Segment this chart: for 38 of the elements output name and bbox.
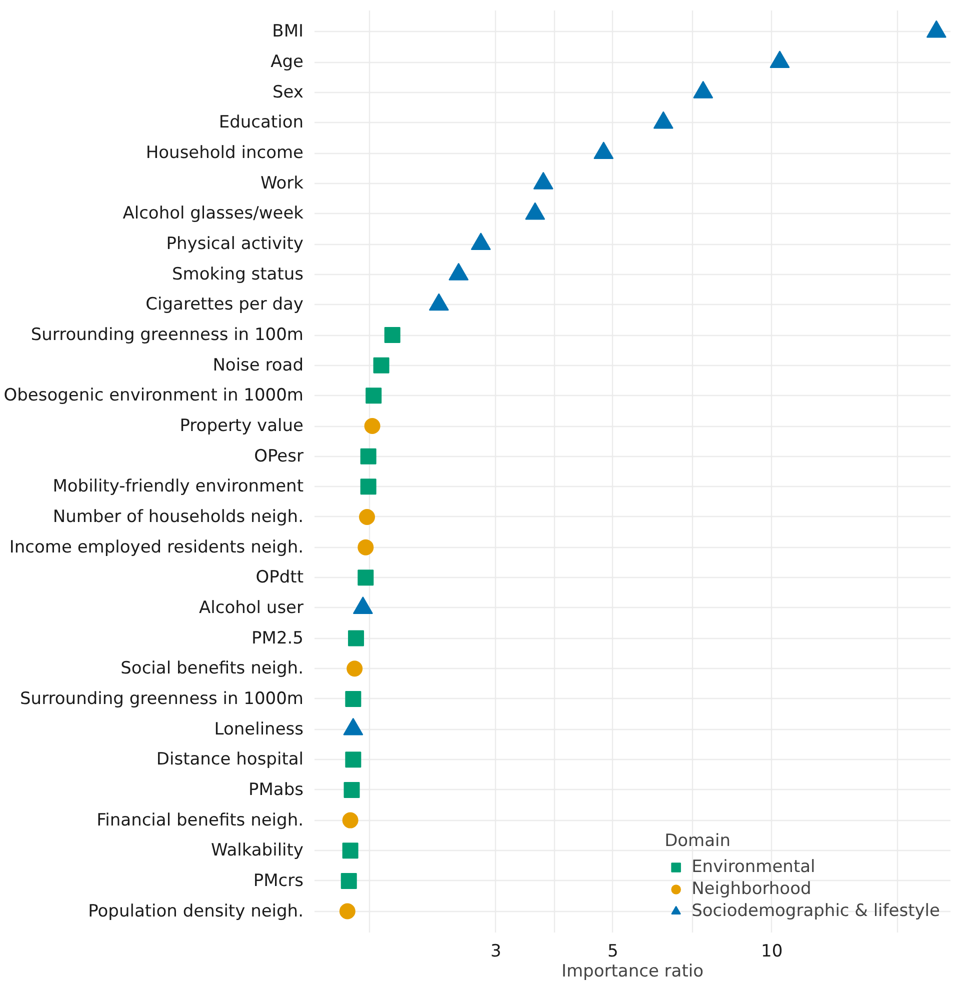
y-tick-label: Alcohol glasses/week bbox=[122, 204, 304, 224]
y-tick-label: PM2.5 bbox=[252, 628, 304, 648]
y-tick-label: Sex bbox=[272, 82, 304, 102]
y-tick-label: Noise road bbox=[212, 355, 304, 376]
y-tick-label: Mobility-friendly environment bbox=[52, 476, 304, 497]
legend-title: Domain bbox=[664, 831, 732, 851]
y-tick-label: Work bbox=[260, 173, 304, 194]
y-tick-label: OPdtt bbox=[256, 568, 304, 588]
x-tick-label: 10 bbox=[761, 942, 783, 962]
y-tick-label: Income employed residents neigh. bbox=[9, 537, 304, 558]
legend-label: Sociodemographic & lifestyle bbox=[692, 900, 940, 922]
y-tick-label: PMcrs bbox=[253, 870, 304, 891]
y-tick-label: Distance hospital bbox=[156, 750, 304, 770]
y-tick-label: Education bbox=[218, 112, 304, 133]
y-tick-label: Surrounding greenness in 100m bbox=[30, 325, 304, 346]
y-tick-label: Property value bbox=[180, 416, 304, 436]
y-tick-label: Cigarettes per day bbox=[146, 294, 304, 315]
y-tick-label: Walkability bbox=[210, 840, 304, 861]
y-tick-label: Loneliness bbox=[214, 719, 304, 740]
y-tick-label: Obesogenic environment in 1000m bbox=[4, 386, 304, 406]
y-tick-label: Smoking status bbox=[172, 264, 304, 284]
y-tick-label: Alcohol user bbox=[199, 598, 304, 618]
y-tick-label: Surrounding greenness in 1000m bbox=[20, 688, 304, 709]
y-tick-label: Social benefits neigh. bbox=[120, 658, 304, 679]
x-tick-label: 3 bbox=[490, 942, 502, 962]
y-tick-label: BMI bbox=[272, 22, 304, 42]
y-tick-label: Age bbox=[270, 52, 304, 72]
y-tick-label: PMabs bbox=[248, 780, 304, 800]
y-tick-label: Population density neigh. bbox=[88, 901, 304, 922]
legend-label: Neighborhood bbox=[692, 878, 812, 900]
y-tick-label: Household income bbox=[146, 143, 304, 164]
x-axis-title: Importance ratio bbox=[561, 962, 704, 982]
legend-label: Environmental bbox=[692, 856, 816, 878]
x-tick-label: 5 bbox=[608, 942, 618, 962]
y-tick-label: Physical activity bbox=[166, 234, 304, 254]
y-tick-label: Number of households neigh. bbox=[52, 506, 304, 527]
y-tick-label: Financial benefits neigh. bbox=[96, 810, 304, 830]
y-tick-label: OPesr bbox=[254, 446, 304, 466]
